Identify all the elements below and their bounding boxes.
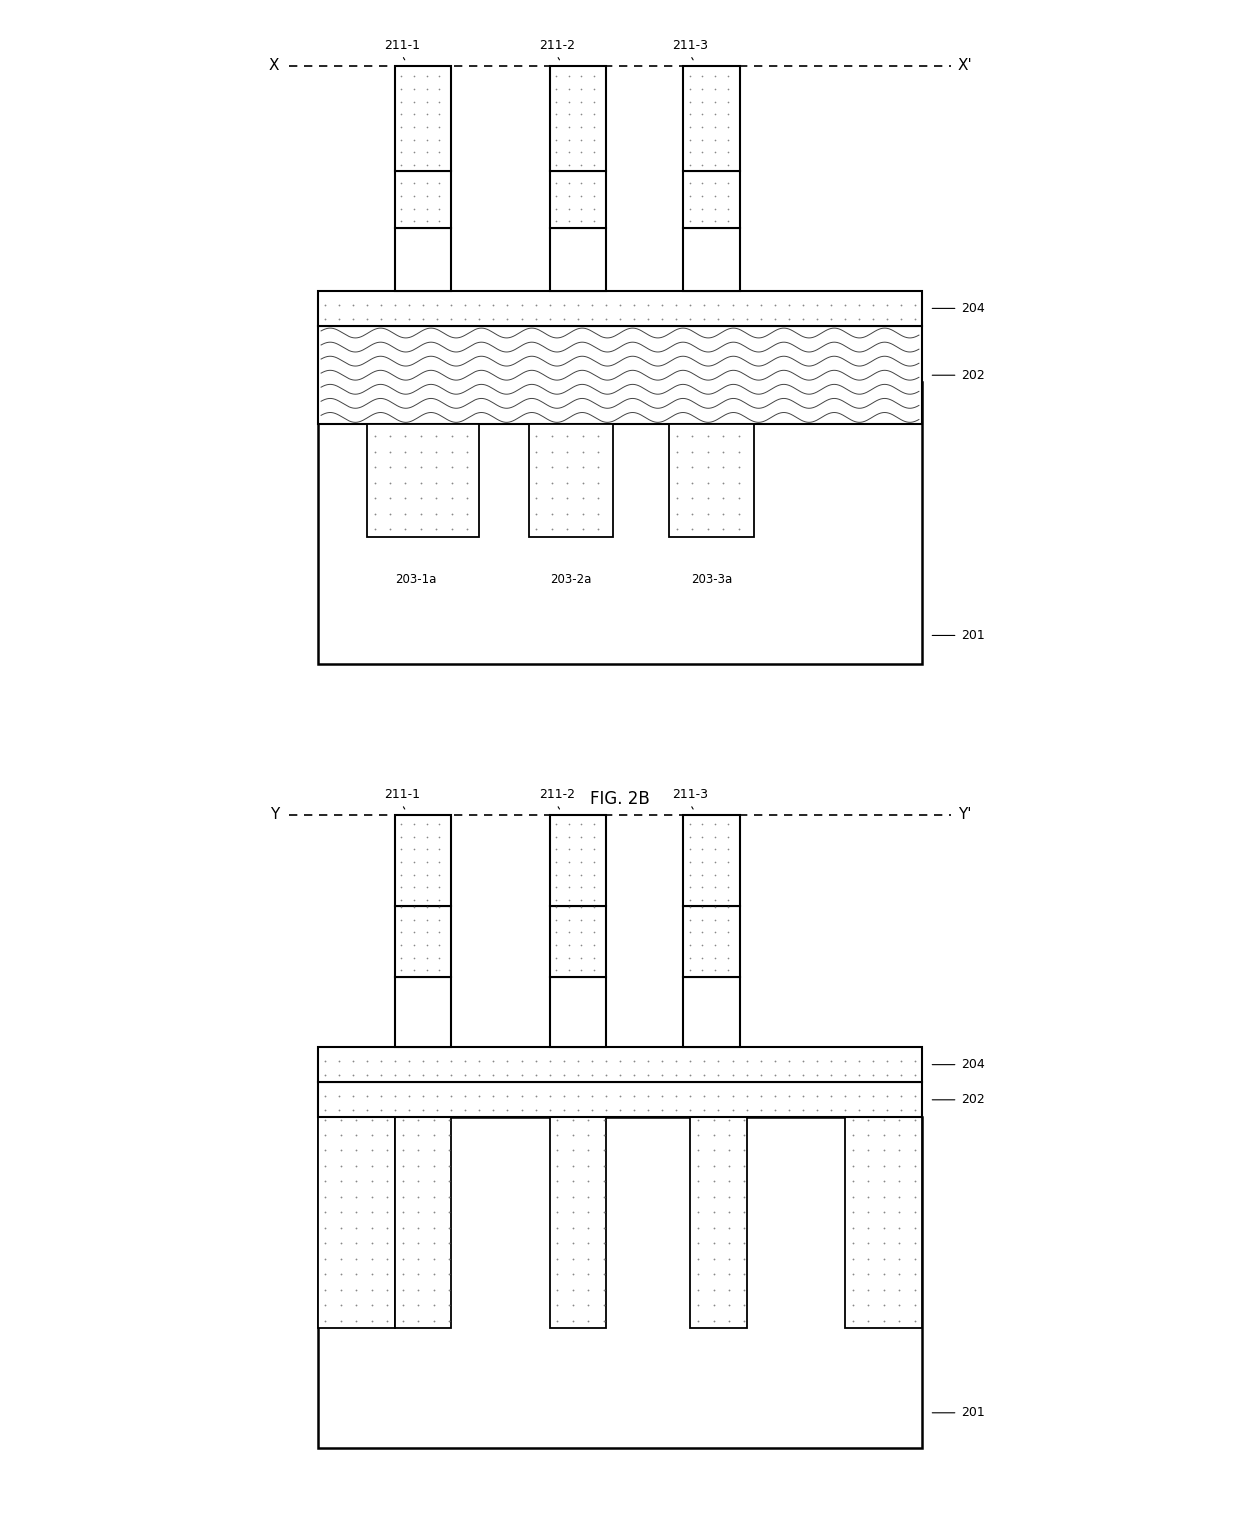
Bar — [367, 425, 480, 537]
Bar — [394, 1118, 451, 1329]
Text: 211-1: 211-1 — [384, 38, 420, 52]
Bar — [394, 977, 451, 1047]
Text: 203-2a: 203-2a — [551, 573, 591, 586]
Text: 204: 204 — [961, 1058, 985, 1072]
Bar — [549, 228, 606, 291]
Bar — [670, 425, 754, 537]
Bar — [317, 291, 923, 326]
Text: 201: 201 — [961, 628, 985, 642]
Bar — [394, 907, 451, 977]
Bar — [549, 1118, 606, 1329]
Text: 210-2: 210-2 — [565, 245, 575, 274]
Text: 204: 204 — [961, 301, 985, 315]
Text: 202: 202 — [961, 1093, 985, 1107]
Bar — [549, 977, 606, 1047]
Bar — [317, 1083, 923, 1118]
Bar — [394, 228, 451, 291]
Text: 202: 202 — [961, 368, 985, 382]
Text: FIG. 2B: FIG. 2B — [590, 790, 650, 809]
Bar — [549, 815, 606, 907]
Text: 211-3: 211-3 — [672, 38, 708, 52]
Text: 210-1: 210-1 — [408, 998, 418, 1026]
Bar — [846, 1118, 923, 1329]
Bar — [683, 66, 739, 171]
Bar — [317, 1047, 923, 1083]
Bar — [683, 228, 739, 291]
Text: Y': Y' — [957, 807, 971, 823]
Bar — [691, 1118, 746, 1329]
Bar — [683, 907, 739, 977]
Bar — [317, 1118, 923, 1448]
Bar — [683, 171, 739, 228]
Text: X: X — [268, 58, 279, 73]
Bar — [549, 907, 606, 977]
Bar — [549, 66, 606, 171]
Text: 210-3: 210-3 — [699, 998, 709, 1026]
Bar — [317, 1118, 394, 1329]
Bar — [549, 171, 606, 228]
Text: 211-2: 211-2 — [538, 38, 574, 52]
Text: Y: Y — [269, 807, 279, 823]
Text: 211-3: 211-3 — [672, 787, 708, 801]
Bar — [394, 815, 451, 907]
Text: 201: 201 — [961, 1407, 985, 1419]
Bar — [394, 66, 451, 171]
Text: 210-2: 210-2 — [565, 998, 575, 1026]
Text: X': X' — [957, 58, 972, 73]
Bar — [528, 425, 613, 537]
Text: 211-2: 211-2 — [538, 787, 574, 801]
Text: 210-1: 210-1 — [408, 245, 418, 274]
Text: 203-3a: 203-3a — [691, 573, 732, 586]
Bar — [317, 382, 923, 664]
Text: 203-1a: 203-1a — [396, 573, 436, 586]
Bar — [394, 171, 451, 228]
Bar — [683, 977, 739, 1047]
Text: 210-3: 210-3 — [699, 245, 709, 274]
Bar — [317, 326, 923, 425]
Text: 211-1: 211-1 — [384, 787, 420, 801]
Bar — [683, 815, 739, 907]
